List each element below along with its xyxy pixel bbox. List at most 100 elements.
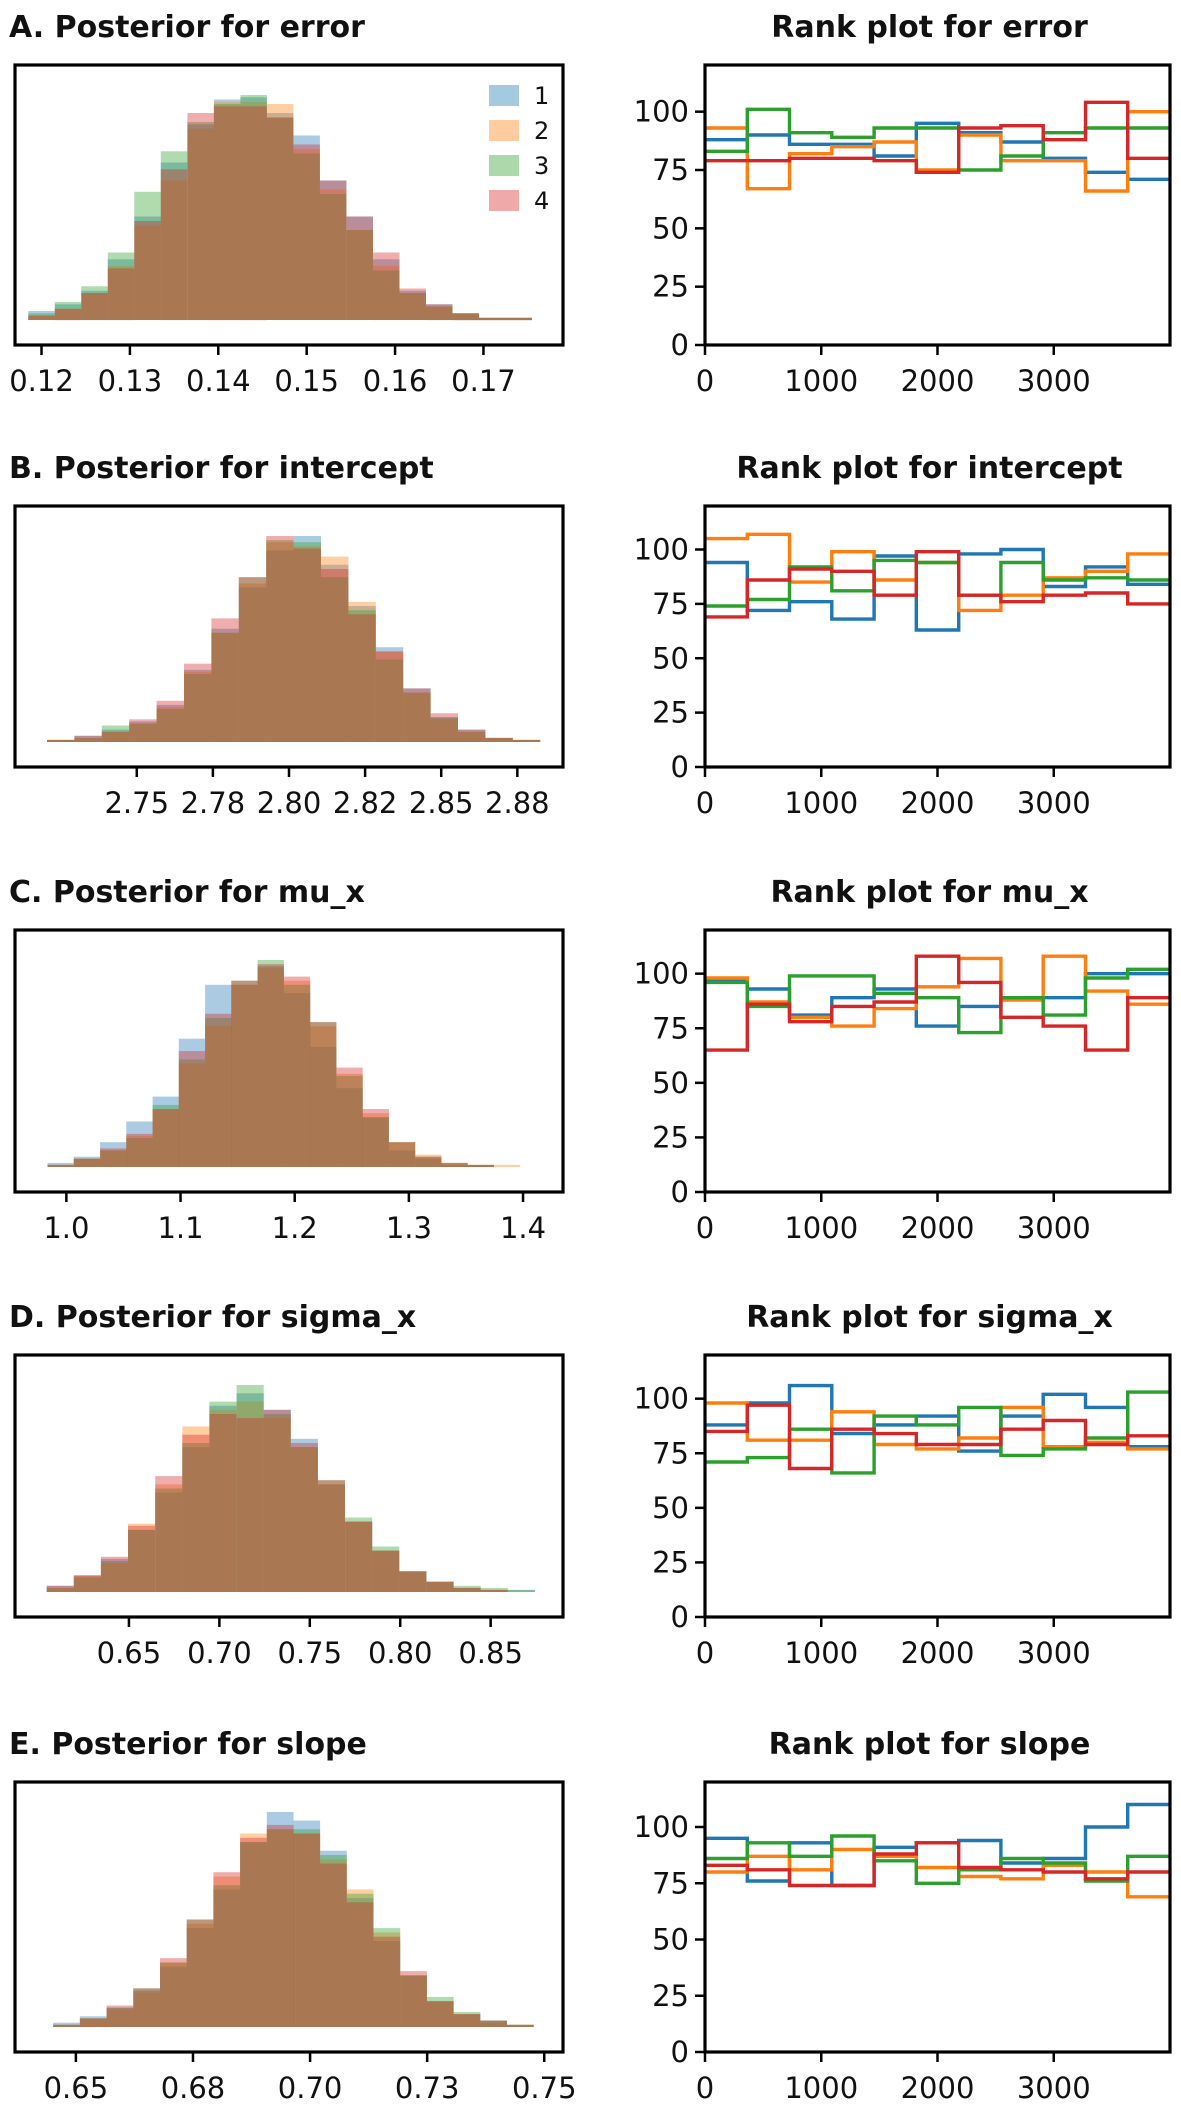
- hist-bar: [426, 2001, 454, 2027]
- hist-bar: [231, 984, 258, 1167]
- hist-bar: [205, 1013, 232, 1167]
- hist-bar: [79, 2018, 107, 2027]
- hist-bar: [266, 550, 294, 742]
- hist-bar: [507, 2024, 534, 2027]
- hist-bar: [129, 723, 157, 742]
- hist-bar: [507, 2024, 534, 2027]
- hist-bar: [47, 1164, 74, 1167]
- y-tick-label: 0: [671, 2035, 689, 2069]
- hist-bar: [373, 1928, 401, 2027]
- hist-bar: [399, 1571, 427, 1592]
- hist-bar: [266, 113, 294, 320]
- hist-bar: [346, 216, 373, 320]
- hist-bar: [186, 1923, 214, 2027]
- posterior-panel-3: D. Posterior for sigma_x 0.65 0.70 0.75 0.80…: [9, 1300, 565, 1670]
- hist-bar: [79, 2016, 107, 2028]
- panel-title: E. Posterior for slope: [9, 1727, 367, 1762]
- hist-bar: [257, 968, 284, 1167]
- hist-bar: [178, 1038, 206, 1167]
- hist-bar: [213, 1876, 241, 2027]
- panel-title: Rank plot for intercept: [736, 451, 1122, 486]
- hist-series-3: [47, 540, 541, 742]
- hist-bar: [128, 1525, 156, 1592]
- hist-bar: [375, 651, 404, 742]
- plot-frame: [13, 1780, 565, 2054]
- hist-bar: [236, 1418, 264, 1592]
- hist-bar: [156, 700, 184, 742]
- hist-bar: [293, 144, 320, 320]
- hist-bar: [480, 1589, 508, 1592]
- hist-series-1: [28, 97, 532, 321]
- hist-bar: [81, 290, 108, 321]
- hist-bar: [182, 1434, 210, 1592]
- hist-bar: [321, 556, 349, 742]
- hist-bar: [346, 1893, 374, 2027]
- hist-bar: [126, 1133, 153, 1167]
- hist-bar: [453, 1587, 481, 1592]
- x-tick-label: 3000: [1017, 1211, 1091, 1245]
- hist-bar: [493, 1164, 521, 1167]
- hist-bar: [441, 1162, 468, 1167]
- hist-bar: [320, 1855, 347, 2027]
- hist-bar: [182, 1443, 210, 1592]
- plot-frame: [13, 928, 565, 1194]
- y-tick-label: 50: [652, 1923, 689, 1957]
- hist-bar: [426, 304, 453, 321]
- hist-bar: [388, 1142, 416, 1167]
- y-tick-label: 75: [652, 1436, 689, 1470]
- x-tick-label: 0: [696, 1211, 714, 1245]
- x-tick-label: 2000: [901, 2071, 975, 2105]
- y-tick-label: 25: [652, 270, 689, 304]
- hist-bar: [133, 1992, 160, 2027]
- rank-line-4: [705, 550, 1170, 619]
- hist-bar: [467, 1164, 494, 1167]
- hist-bar: [453, 2014, 481, 2027]
- hist-bar: [512, 739, 541, 742]
- hist-bar: [467, 1164, 494, 1167]
- hist-bar: [209, 1414, 237, 1592]
- hist-bar: [100, 1150, 127, 1167]
- y-tick-label: 25: [652, 696, 689, 730]
- hist-bar: [238, 577, 267, 742]
- hist-bar: [345, 1517, 373, 1592]
- hist-bar: [403, 692, 431, 742]
- hist-bar: [266, 536, 294, 742]
- rank-line-4: [705, 100, 1170, 174]
- hist-series-3: [46, 1385, 535, 1592]
- hist-series-3: [28, 95, 532, 321]
- hist-bar: [319, 180, 347, 320]
- hist-bar: [348, 614, 376, 742]
- hist-bar: [441, 1162, 468, 1167]
- x-tick-label: 2.88: [485, 786, 550, 820]
- hist-bar: [53, 2024, 80, 2027]
- hist-bar: [240, 1837, 267, 2027]
- hist-bar: [73, 1575, 101, 1592]
- hist-bar: [107, 259, 135, 321]
- hist-bar: [133, 1990, 160, 2027]
- hist-bar: [101, 731, 130, 742]
- hist-bar: [415, 1154, 442, 1167]
- hist-bar: [257, 964, 284, 1167]
- hist-bar: [134, 216, 161, 320]
- hist-bar: [79, 2018, 107, 2027]
- hist-bar: [28, 311, 55, 320]
- hist-bar: [480, 2020, 507, 2027]
- hist-bar: [293, 135, 320, 320]
- hist-bar: [152, 1109, 179, 1167]
- hist-bar: [240, 106, 267, 321]
- hist-bar: [480, 1589, 508, 1592]
- hist-bar: [182, 1426, 210, 1592]
- hist-bar: [74, 737, 102, 742]
- x-tick-label: 2000: [901, 1636, 975, 1670]
- hist-bar: [107, 268, 135, 321]
- hist-bar: [209, 1409, 237, 1592]
- hist-bar: [28, 315, 55, 320]
- hist-bar: [160, 169, 188, 321]
- hist-bar: [426, 304, 453, 321]
- x-tick-label: 1.2: [272, 1211, 318, 1245]
- hist-bar: [400, 1975, 427, 2027]
- hist-bar: [128, 1529, 156, 1592]
- hist-bar: [430, 717, 458, 742]
- hist-bar: [213, 99, 241, 320]
- hist-bar: [399, 1571, 427, 1592]
